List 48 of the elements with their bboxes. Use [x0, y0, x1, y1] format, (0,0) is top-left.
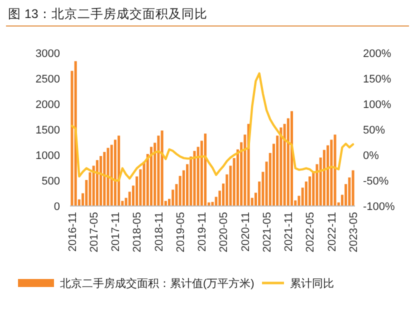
- y2-tick-label: -50%: [363, 175, 389, 188]
- bar: [193, 150, 196, 206]
- x-tick-label: 2018-05: [132, 212, 144, 252]
- y2-tick-label: 150%: [363, 73, 392, 86]
- line-series: [70, 72, 354, 182]
- bar: [103, 152, 106, 206]
- legend-label: 北京二手房成交面积：累计值(万平方米): [60, 276, 254, 290]
- y-tick-label: 0: [54, 200, 60, 213]
- y2-tick-label: 0%: [363, 150, 380, 162]
- y2-tick-label: 200%: [363, 48, 392, 60]
- y-tick-label: 1000: [36, 150, 60, 162]
- x-tick-label: 2020-11: [240, 212, 252, 252]
- bar: [100, 156, 102, 206]
- x-tick-label: 2017-05: [88, 212, 100, 252]
- bar: [204, 134, 207, 206]
- x-tick-label: 2022-05: [304, 212, 317, 252]
- x-tick-label: 2021-05: [261, 212, 274, 252]
- x-tick-label: 2018-11: [153, 212, 166, 252]
- x-tick-label: 2020-05: [218, 212, 230, 252]
- x-tick-label: 2019-05: [174, 212, 187, 252]
- y-tick-label: 3000: [36, 48, 60, 60]
- y-tick-label: 1500: [36, 124, 60, 136]
- bar: [334, 134, 336, 206]
- x-tick-label: 2016-11: [66, 212, 79, 252]
- x-tick-label: 2023-05: [348, 212, 360, 252]
- bar: [114, 140, 116, 206]
- bar: [280, 127, 282, 206]
- legend-label: 累计同比: [290, 276, 334, 290]
- bar: [352, 170, 354, 206]
- y-tick-label: 500: [42, 175, 60, 188]
- bar: [106, 148, 110, 206]
- y2-tick-label: 100%: [363, 98, 392, 111]
- bar: [118, 136, 120, 206]
- bar: [96, 160, 98, 206]
- x-tick-label: 2022-11: [326, 212, 338, 252]
- x-tick-label: 2021-11: [283, 212, 296, 252]
- y-tick-label: 2000: [36, 98, 60, 111]
- bar: [308, 176, 312, 206]
- y2-tick-label: 50%: [363, 124, 386, 136]
- bar: [150, 146, 153, 206]
- bar: [290, 111, 294, 206]
- y2-tick-label: -100%: [363, 200, 396, 213]
- x-tick-label: 2017-11: [110, 212, 122, 252]
- chart-title: 图 13：北京二手房成交面积及同比: [8, 6, 208, 21]
- bar: [322, 150, 326, 206]
- y-tick-label: 2500: [36, 73, 60, 86]
- x-tick-label: 2019-11: [196, 212, 209, 252]
- bar: [160, 130, 164, 206]
